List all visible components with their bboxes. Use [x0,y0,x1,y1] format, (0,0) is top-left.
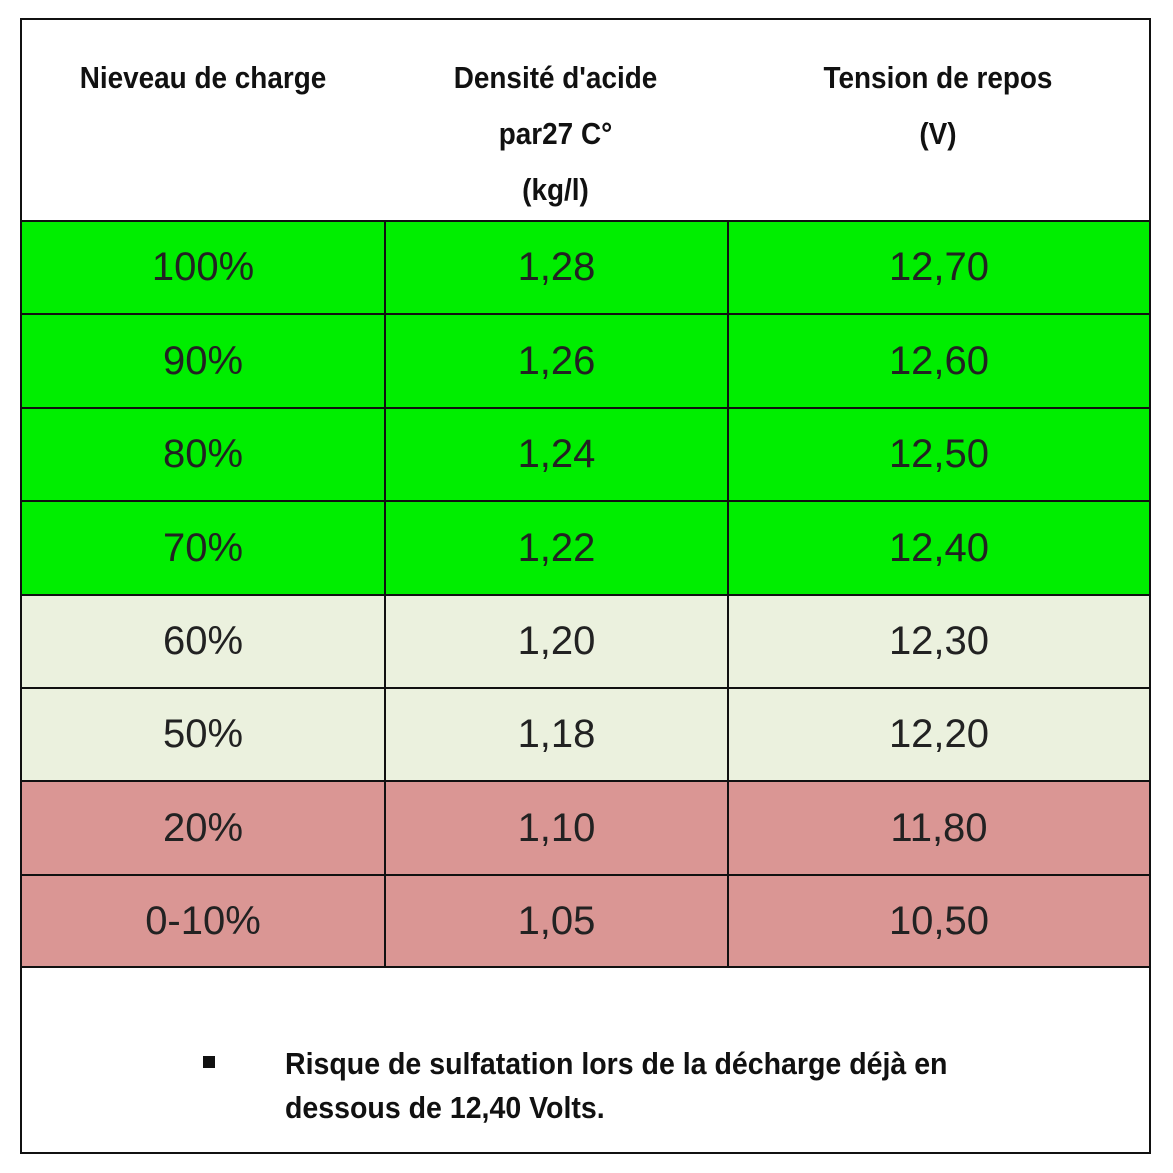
table-cell: 1,05 [384,876,727,966]
table-row: 0-10% 1,05 10,50 [22,874,1149,968]
table-cell: 1,22 [384,502,727,594]
table-cell: 70% [162,525,244,570]
table-cell: 10,50 [727,876,1149,966]
table-row: 100% 1,28 12,70 [22,220,1149,313]
table-cell: 50% [162,712,244,756]
header-cell: Densité d'acide par27 C° (kg/l) [401,50,710,218]
table-row: 90% 1,26 12,60 [22,313,1149,407]
table-row: 20% 1,10 11,80 [22,780,1149,874]
table-row: 50% 1,18 12,20 [22,687,1149,780]
table-row: 70% 1,22 12,40 [22,500,1149,594]
table-cell: 90% [162,338,244,383]
header-cell: Tension de repos (V) [748,50,1128,162]
header-line: Tension de repos [823,60,1053,95]
table-cell: 80% [162,432,244,476]
header-cell: Nieveau de charge [40,50,366,106]
table-cell: 100% [151,245,255,289]
header-line: par27 C° [498,116,613,151]
note: Risque de sulfatation lors de la décharg… [285,1042,947,1130]
bullet [203,1056,215,1068]
table-cell: 12,70 [727,222,1149,313]
header-line: (V) [919,116,957,151]
table-cell: 20% [162,805,244,850]
table-cell: 12,60 [727,315,1149,407]
table-cell: 12,40 [727,502,1149,594]
table-cell: 1,28 [384,222,727,313]
table-cell: 11,80 [727,782,1149,874]
table-row: 60% 1,20 12,30 [22,594,1149,687]
header-line: (kg/l) [522,172,589,207]
note-line: Risque de sulfatation lors de la décharg… [285,1046,948,1081]
table-cell: 1,18 [384,689,727,780]
table-row: 80% 1,24 12,50 [22,407,1149,500]
table-cell: 1,20 [384,596,727,687]
table-cell: 12,20 [727,689,1149,780]
header-line: Nieveau de charge [79,60,327,95]
table-cell: 1,24 [384,409,727,500]
table-cell: 60% [162,619,244,663]
header-line: Densité d'acide [453,60,658,95]
table-cell: 12,50 [727,409,1149,500]
table-cell: 0-10% [145,898,261,943]
table-frame: Nieveau de charge Densité d'acide par27 C°… [20,18,1151,1154]
note-line: dessous de 12,40 Volts. [285,1090,605,1125]
table-cell: 12,30 [727,596,1149,687]
table-cell: 1,10 [384,782,727,874]
table-cell: 1,26 [384,315,727,407]
